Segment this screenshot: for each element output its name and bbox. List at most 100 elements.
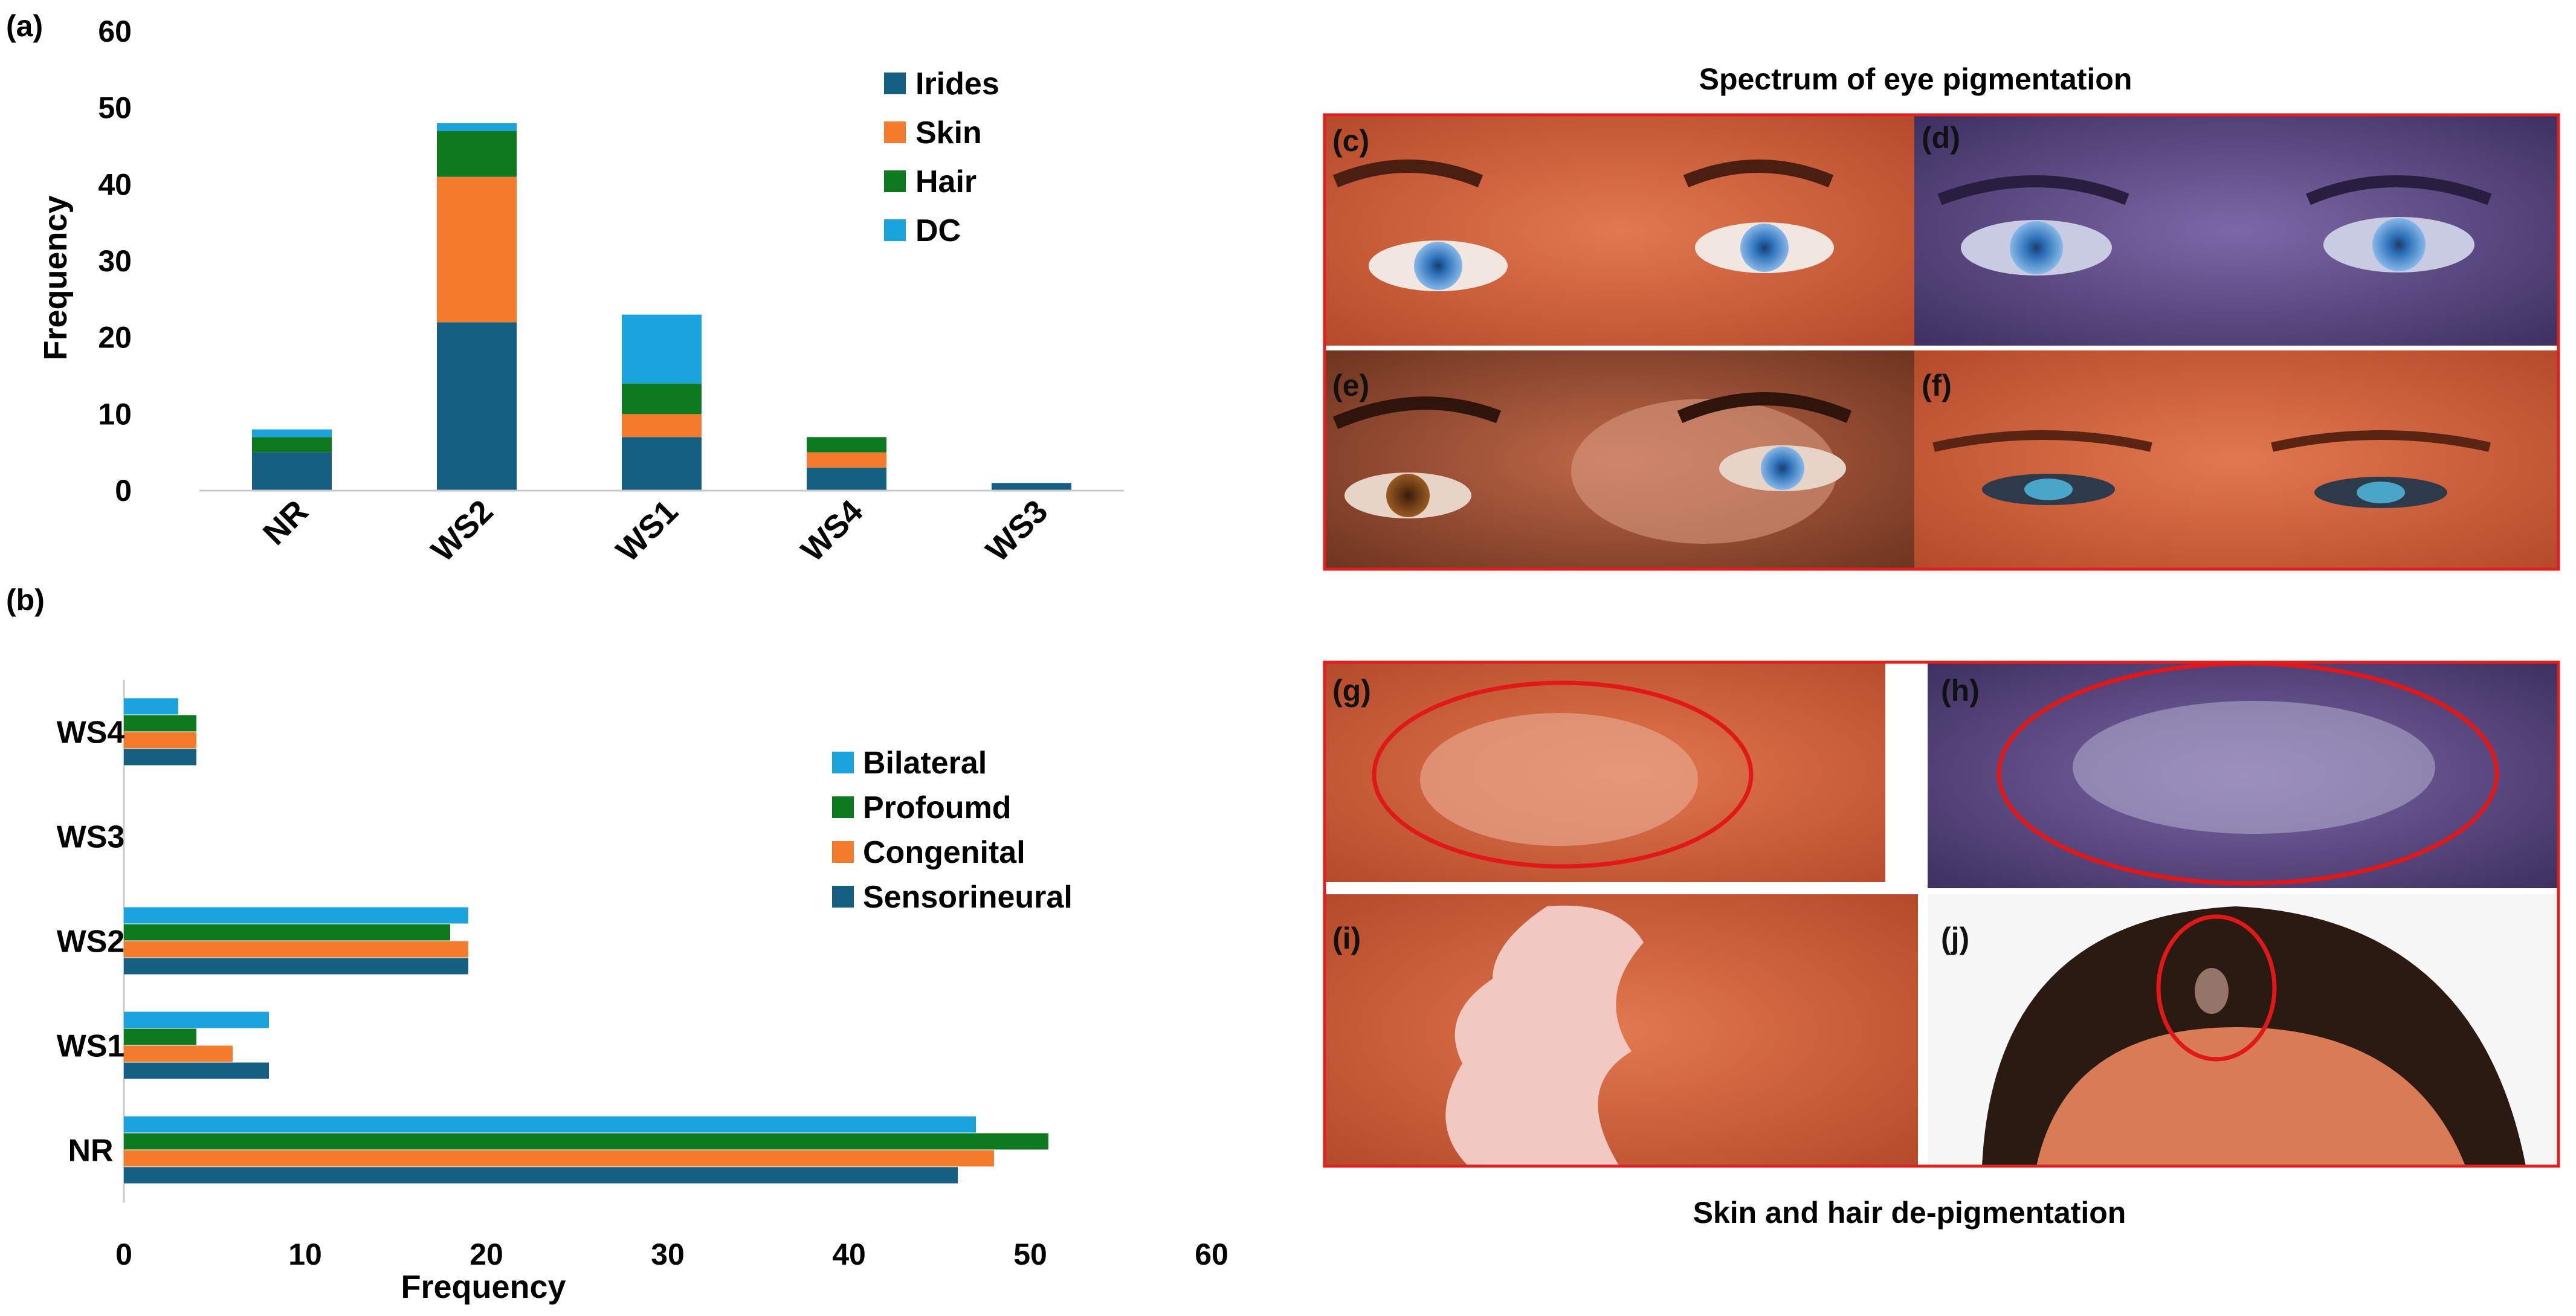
- chart-a-bar-segment: [807, 452, 886, 468]
- chart-b-bar: [124, 1167, 958, 1184]
- chart-a-bars: [252, 123, 1071, 491]
- chart-a-y-tick-label: 40: [98, 167, 132, 201]
- photo-i-depigmented-skin: [1325, 894, 1918, 1166]
- chart-b-bars: [124, 698, 1048, 1184]
- skin-photo-panel: Skin and hair de-pigmentation: [1323, 660, 2560, 1230]
- chart-a-bar-segment: [807, 468, 886, 491]
- chart-a-bar-segment: [437, 176, 517, 323]
- chart-a-bar-segment: [622, 437, 702, 491]
- chart-a-bar-segment: [622, 383, 702, 414]
- chart-a-legend-swatch: [884, 73, 906, 94]
- chart-b-x-tick-label: 10: [288, 1237, 322, 1271]
- chart-a-bar-segment: [622, 314, 702, 384]
- chart-a-y-tick-label: 60: [98, 15, 132, 48]
- photo-panel-label: (f): [1922, 369, 1952, 402]
- skin-panel-border: [1323, 660, 2560, 1168]
- eye-panel-title: Spectrum of eye pigmentation: [1699, 62, 2132, 96]
- chart-b-bar: [124, 941, 468, 958]
- chart-b-legend-swatch: [832, 752, 854, 773]
- chart-a-legend-label: Hair: [915, 164, 976, 199]
- chart-b-bar: [124, 1011, 269, 1028]
- chart-b-x-tick-label: 0: [115, 1237, 132, 1271]
- eye-panel-border: [1323, 113, 2560, 571]
- photo-panel-label: (h): [1941, 674, 1980, 708]
- photo-panel-label: (j): [1941, 921, 1969, 955]
- photo-panel-label: (i): [1332, 921, 1361, 955]
- skin-panel-title: Skin and hair de-pigmentation: [1693, 1196, 2126, 1230]
- chart-b-bar: [124, 1045, 233, 1062]
- chart-a-bar-segment: [437, 322, 517, 491]
- chart-b-y-tick-label: WS3: [57, 820, 125, 855]
- chart-b-y-tick-label: WS1: [57, 1029, 125, 1064]
- photo-h-white-hair-patch: [1928, 661, 2558, 888]
- chart-b-legend: Bilateral Profoumd Congenital Sensorineural: [832, 746, 1073, 915]
- chart-a-x-tick-label: WS4: [794, 493, 870, 569]
- chart-b-bar: [124, 924, 450, 941]
- photo-panel-label: (c): [1332, 124, 1369, 158]
- chart-b-legend-label: Bilateral: [863, 746, 987, 781]
- chart-a-bar-segment: [252, 429, 332, 437]
- chart-b-bar: [124, 907, 468, 924]
- chart-a-x-tick-label: WS3: [979, 493, 1054, 569]
- chart-b-horizontal-bar: (b) WS4 WS3 WS2 WS1 NR 0 10 20 30 40 50 60 Frequen…: [6, 583, 1228, 1305]
- chart-a-y-tick-label: 30: [98, 244, 132, 278]
- chart-b-x-tick-label: 30: [651, 1237, 685, 1271]
- chart-a-bar-segment: [992, 483, 1071, 491]
- photo-c-blue-eyes: [1325, 115, 1914, 346]
- chart-b-bar: [124, 1028, 196, 1045]
- chart-b-legend-label: Sensorineural: [863, 880, 1073, 915]
- panel-label-b: (b): [6, 583, 45, 617]
- photo-panel-label: (e): [1332, 369, 1369, 402]
- chart-b-legend-label: Profoumd: [863, 790, 1012, 825]
- chart-b-bar: [124, 1062, 269, 1079]
- photo-d-blue-eyes: [1914, 115, 2558, 346]
- eye-photo-panel: Spectrum of eye pigmentation: [1323, 62, 2560, 571]
- chart-a-legend-label: Skin: [915, 115, 982, 150]
- chart-b-x-tick-label: 60: [1195, 1237, 1228, 1271]
- chart-b-x-tick-label: 50: [1013, 1237, 1047, 1271]
- chart-a-bar-segment: [622, 414, 702, 437]
- photo-f-blue-eyes: [1914, 350, 2558, 569]
- chart-a-legend-swatch: [884, 170, 906, 192]
- chart-b-x-axis-label: Frequency: [401, 1269, 566, 1305]
- photo-j-white-forelock: [1928, 894, 2558, 1166]
- chart-b-bar: [124, 1116, 976, 1133]
- photo-panel-label: (d): [1922, 121, 1960, 155]
- chart-a-x-ticks: NR WS2 WS1 WS4 WS3: [256, 493, 1055, 569]
- chart-b-legend-swatch: [832, 841, 854, 863]
- chart-a-y-tick-label: 20: [98, 321, 132, 355]
- chart-b-x-tick-label: 20: [470, 1237, 503, 1271]
- chart-b-y-ticks: WS4 WS3 WS2 WS1 NR: [57, 715, 125, 1169]
- chart-b-legend-label: Congenital: [863, 835, 1025, 870]
- photo-g-chin-patch: [1325, 662, 1924, 882]
- chart-a-legend-label: Irides: [915, 66, 999, 102]
- chart-a-stacked-bar: (a) Frequency 0 10 20 30 40 50 60 NR WS2 WS1 WS4 W…: [6, 9, 1124, 569]
- chart-b-bar: [124, 1133, 1048, 1150]
- chart-b-legend-swatch: [832, 796, 854, 818]
- chart-a-legend-label: DC: [915, 213, 961, 248]
- chart-a-y-axis-label: Frequency: [37, 195, 74, 360]
- chart-a-legend-swatch: [884, 121, 906, 143]
- chart-a-y-tick-label: 10: [98, 397, 132, 431]
- chart-a-bar-segment: [437, 131, 517, 177]
- chart-b-y-tick-label: NR: [68, 1134, 113, 1169]
- chart-a-bar-segment: [252, 437, 332, 453]
- chart-b-bar: [124, 732, 196, 749]
- panel-label-a: (a): [6, 9, 43, 43]
- photo-labels: (c) (d) (e) (f) (g) (h) (i) (j): [1332, 121, 1980, 955]
- chart-a-bar-segment: [807, 437, 886, 453]
- chart-a-bar-segment: [252, 452, 332, 491]
- chart-a-legend-swatch: [884, 219, 906, 241]
- chart-a-x-tick-label: WS1: [609, 493, 685, 569]
- chart-a-y-tick-label: 50: [98, 91, 132, 125]
- chart-a-bar-segment: [437, 123, 517, 131]
- chart-b-bar: [124, 1150, 994, 1167]
- chart-b-y-tick-label: WS4: [57, 715, 125, 750]
- chart-a-y-tick-label: 0: [115, 474, 132, 508]
- chart-b-y-tick-label: WS2: [57, 924, 125, 960]
- chart-b-bar: [124, 715, 196, 732]
- photo-j-highlight-circle: [2156, 914, 2277, 1062]
- photo-panel-label: (g): [1332, 674, 1371, 708]
- photo-e-heterochromia: [1325, 350, 1914, 569]
